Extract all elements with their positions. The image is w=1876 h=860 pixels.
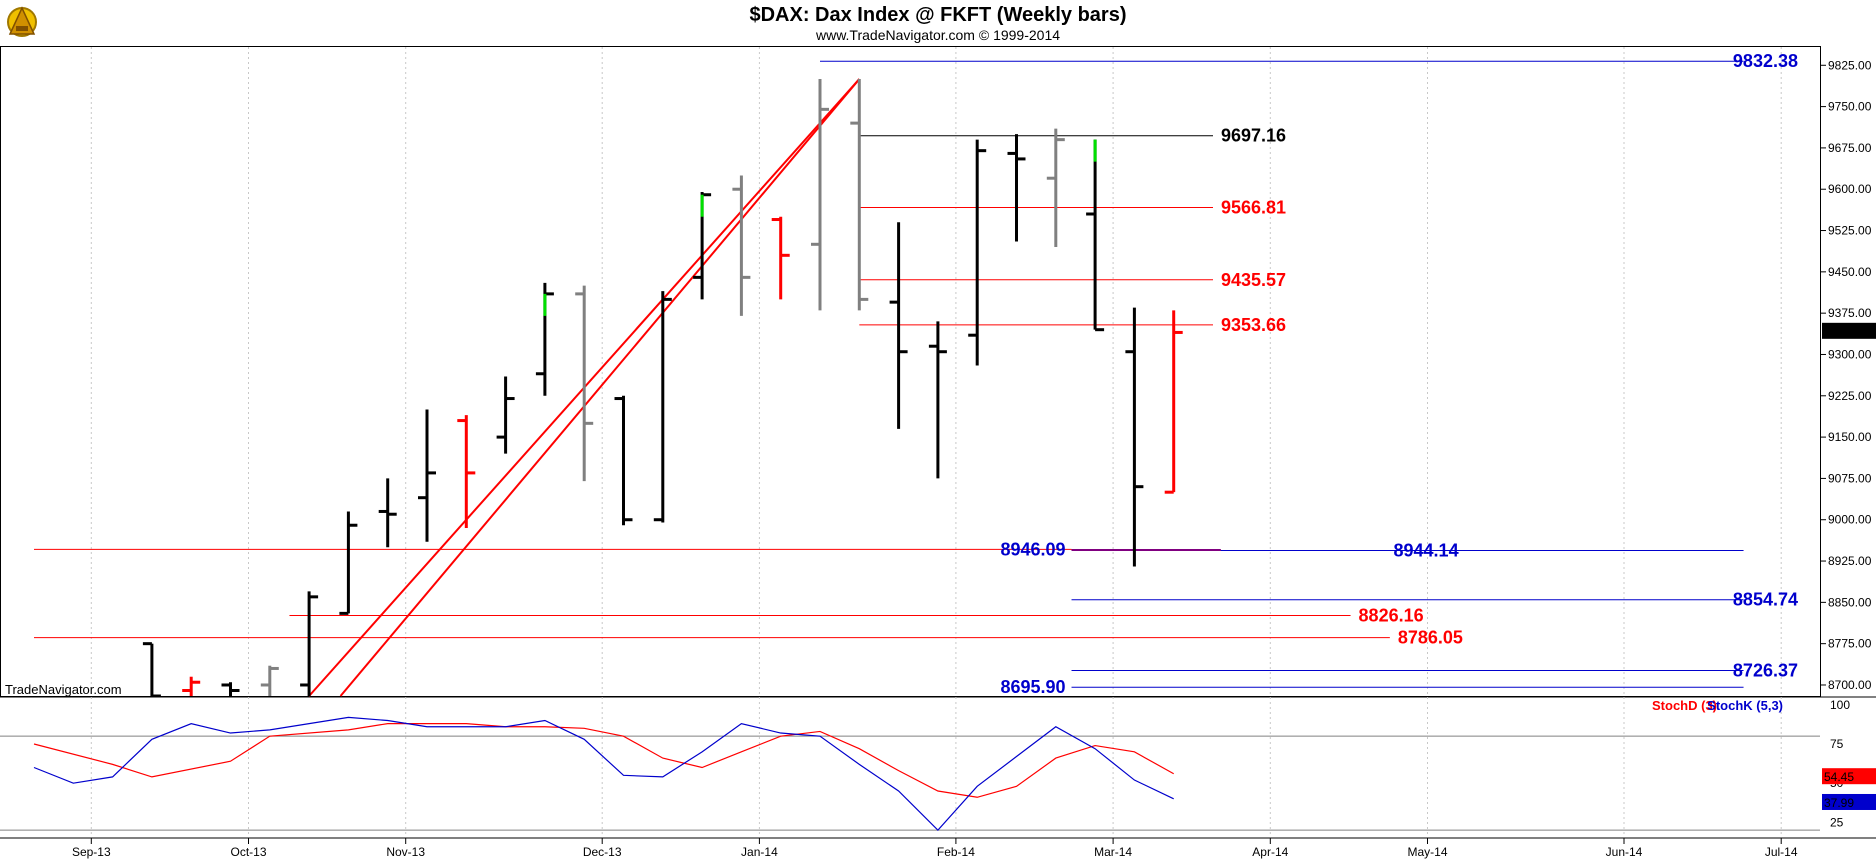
price-bar <box>732 175 751 316</box>
price-bar <box>653 291 672 523</box>
chart-title: $DAX: Dax Index @ FKFT (Weekly bars) <box>749 4 1126 26</box>
date-label: Apr-14 <box>1252 845 1288 859</box>
price-bar <box>889 222 908 429</box>
price-panel-frame <box>0 46 1821 697</box>
date-label: Mar-14 <box>1094 845 1132 859</box>
price-bar <box>457 415 476 528</box>
date-label: Sep-13 <box>72 845 111 859</box>
date-label: May-14 <box>1407 845 1447 859</box>
date-label: Jun-14 <box>1606 845 1643 859</box>
date-label: Feb-14 <box>937 845 975 859</box>
price-bar <box>418 409 436 542</box>
price-tick-label: 9150.00 <box>1828 430 1872 444</box>
price-tick-label: 9750.00 <box>1828 100 1872 114</box>
stoch-tick-label: 100 <box>1830 698 1850 712</box>
watermark-text: TradeNavigator.com <box>5 682 122 697</box>
last-price-box <box>1822 322 1876 339</box>
price-bar <box>182 676 201 696</box>
trend-line <box>339 78 861 697</box>
level-label: 8726.37 <box>1733 660 1798 680</box>
stoch-legend: StochD (3) <box>1652 698 1717 713</box>
price-axis: 9825.00 9750.00 9675.00 9600.00 9525.00 9450.… <box>1820 58 1876 692</box>
level-label: 9435.57 <box>1221 270 1286 290</box>
stoch-last-box <box>1822 793 1876 810</box>
price-bar <box>928 321 947 479</box>
price-tick-label: 9075.00 <box>1828 471 1872 485</box>
price-tick-label: 9300.00 <box>1828 347 1872 361</box>
stoch-tick-label: 25 <box>1830 815 1844 829</box>
level-label: 9353.66 <box>1221 315 1286 335</box>
price-bars <box>142 79 1183 698</box>
price-tick-label: 9450.00 <box>1828 265 1872 279</box>
price-bar <box>142 642 161 698</box>
level-label: 9832.38 <box>1733 51 1798 71</box>
price-bar <box>1046 128 1065 248</box>
price-bar <box>300 591 319 696</box>
price-bar <box>339 511 358 615</box>
date-label: Nov-13 <box>386 845 425 859</box>
level-label: 8786.05 <box>1398 628 1463 648</box>
price-bar <box>1125 307 1144 567</box>
trade-navigator-logo-icon <box>7 6 37 37</box>
price-bar <box>535 282 554 396</box>
price-bar <box>968 139 987 366</box>
date-axis: Sep-13 Oct-13 Nov-13 Dec-13 Jan-14 Feb-14 Mar-… <box>72 838 1798 859</box>
price-bar <box>378 478 397 548</box>
price-tick-label: 9675.00 <box>1828 141 1872 155</box>
price-bar <box>811 79 829 311</box>
price-tick-label: 9525.00 <box>1828 224 1872 238</box>
price-bar <box>496 376 515 454</box>
price-bar <box>614 395 633 526</box>
level-label: 9566.81 <box>1221 198 1286 218</box>
stoch-tick-label: 75 <box>1830 737 1844 751</box>
stoch-line <box>33 716 1174 832</box>
price-tick-label: 9225.00 <box>1828 389 1872 403</box>
price-bar <box>1086 139 1105 332</box>
chart-subtitle: www.TradeNavigator.com © 1999-2014 <box>815 27 1060 43</box>
price-bar <box>1007 134 1026 242</box>
price-tick-label: 9000.00 <box>1828 513 1872 527</box>
price-tick-label: 8850.00 <box>1828 595 1872 609</box>
stoch-last-label: 37.99 <box>1824 796 1854 810</box>
price-tick-label: 9825.00 <box>1828 58 1872 72</box>
level-label: 9697.16 <box>1221 126 1286 146</box>
price-bar <box>221 682 240 696</box>
level-label: 8854.74 <box>1733 590 1798 610</box>
stoch-line <box>33 723 1174 798</box>
price-bar <box>260 665 279 696</box>
date-label: Dec-13 <box>583 845 622 859</box>
stoch-last-box <box>1822 768 1876 785</box>
price-bar <box>693 191 712 300</box>
grid <box>90 47 1782 837</box>
last-price-label: 9342.94 <box>1824 325 1868 339</box>
price-tick-label: 8775.00 <box>1828 637 1872 651</box>
date-label: Oct-13 <box>230 845 266 859</box>
stoch-last-label: 54.45 <box>1824 770 1854 784</box>
date-label: Jul-14 <box>1765 845 1798 859</box>
level-label: 8944.14 <box>1394 540 1459 560</box>
price-bar <box>1164 310 1183 494</box>
level-label: 8826.16 <box>1359 605 1424 625</box>
date-label: Jan-14 <box>741 845 778 859</box>
level-label: 8946.09 <box>1000 539 1065 559</box>
level-label: 8695.90 <box>1000 677 1065 697</box>
price-bar <box>575 285 594 482</box>
price-tick-label: 9600.00 <box>1828 182 1872 196</box>
price-tick-label: 8700.00 <box>1828 678 1872 692</box>
price-bar <box>850 79 869 311</box>
price-bar <box>771 216 790 300</box>
price-tick-label: 9375.00 <box>1828 306 1872 320</box>
price-tick-label: 8925.00 <box>1828 554 1872 568</box>
level-lines: 9832.38 9697.16 9566.81 9435.57 9353.66 8946.… <box>34 51 1798 697</box>
stoch-legend: StochK (5,3) <box>1707 698 1783 713</box>
